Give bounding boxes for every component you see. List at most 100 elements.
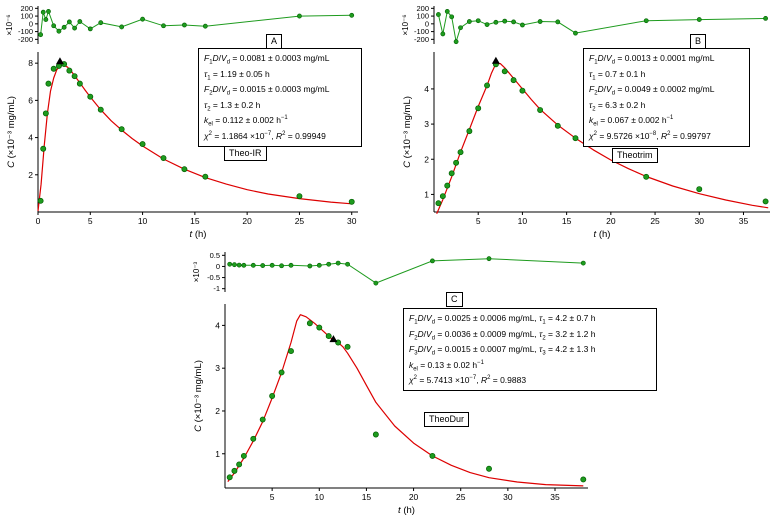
panel-tag-B: B (690, 34, 707, 49)
fit-param-line: F3D/Vd = 0.0015 ± 0.0007 mg/mL, τ3 = 4.2… (409, 344, 596, 357)
svg-text:35: 35 (550, 492, 560, 502)
peak-marker-triangle (55, 57, 64, 65)
data-point (118, 126, 125, 133)
data-point (250, 435, 257, 442)
data-point (510, 77, 517, 84)
fit-results-box-C: F1D/Vd = 0.0025 ± 0.0006 mg/mL, τ1 = 4.2… (403, 308, 657, 392)
svg-text:30: 30 (695, 216, 705, 226)
y-axis-label: C (×10⁻³ mg/mL) (6, 96, 17, 168)
fit-param-line: F2D/Vd = 0.0049 ± 0.0002 mg/mL (589, 84, 715, 97)
data-point (40, 145, 47, 152)
data-point (71, 73, 78, 80)
fit-param-line: χ2 = 5.7413 ×10−7, R2 = 0.9883 (409, 375, 527, 386)
data-point (537, 107, 544, 113)
svg-text:2: 2 (215, 406, 220, 416)
data-point (696, 186, 703, 193)
fit-results-box-A: F1D/Vd = 0.0081 ± 0.0003 mg/mL τ1 = 1.19 … (198, 48, 362, 147)
data-point (325, 333, 332, 340)
svg-text:-1: -1 (213, 284, 220, 293)
data-point (572, 135, 579, 142)
svg-text:200: 200 (416, 4, 429, 13)
svg-text:5: 5 (270, 492, 275, 502)
data-point (448, 170, 455, 177)
svg-text:0: 0 (36, 216, 41, 226)
data-point (457, 149, 464, 156)
fit-param-line: τ2 = 6.3 ± 0.2 h (589, 99, 646, 113)
svg-text:100: 100 (20, 12, 33, 21)
data-point (231, 467, 238, 474)
data-point (580, 476, 587, 483)
data-point (429, 452, 436, 459)
svg-text:0: 0 (29, 19, 33, 28)
data-point (501, 68, 508, 75)
data-point (202, 173, 209, 180)
peak-marker-triangle (329, 335, 338, 343)
svg-text:1: 1 (424, 189, 429, 199)
data-point (45, 80, 52, 87)
data-point (316, 324, 323, 331)
data-point (484, 82, 491, 89)
svg-text:4: 4 (424, 84, 429, 94)
svg-text:8: 8 (28, 58, 33, 68)
data-point (475, 105, 482, 112)
data-point (439, 193, 446, 200)
svg-text:4: 4 (215, 320, 220, 330)
svg-text:-0.5: -0.5 (207, 273, 220, 282)
drug-tag-theodur: TheoDur (424, 412, 470, 427)
data-point (344, 343, 351, 350)
svg-text:2: 2 (424, 154, 429, 164)
data-point (50, 65, 57, 72)
data-point (554, 122, 561, 129)
fit-param-line: F1D/Vd = 0.0081 ± 0.0003 mg/mL (204, 53, 330, 66)
svg-text:-100: -100 (414, 27, 429, 36)
drug-tag-theo-ir: Theo-IR (224, 146, 267, 161)
data-point (306, 320, 313, 327)
data-point (66, 67, 73, 74)
data-point (643, 173, 650, 180)
fit-param-line: χ2 = 9.5726 ×10−8, R2 = 0.99797 (589, 131, 711, 142)
svg-text:10: 10 (315, 492, 325, 502)
svg-text:3: 3 (215, 363, 220, 373)
y-axis-label: C (×10⁻³ mg/mL) (402, 96, 413, 168)
svg-text:15: 15 (190, 216, 200, 226)
fit-param-line: kel = 0.112 ± 0.002 h−1 (204, 115, 288, 129)
svg-text:1: 1 (215, 449, 220, 459)
svg-text:20: 20 (606, 216, 616, 226)
data-point (181, 166, 188, 173)
data-point (372, 431, 379, 438)
fit-param-line: F2D/Vd = 0.0036 ± 0.0009 mg/mL, τ2 = 3.2… (409, 328, 596, 342)
svg-text:-100: -100 (18, 27, 33, 36)
data-point (37, 197, 44, 204)
data-point (240, 452, 247, 459)
data-point (269, 393, 276, 399)
data-point (97, 106, 104, 113)
fit-param-line: F1D/Vd = 0.0025 ± 0.0006 mg/mL, τ1 = 4.2… (409, 313, 596, 326)
fit-param-line: F2D/Vd = 0.0015 ± 0.0003 mg/mL (204, 84, 330, 97)
panel-tag-A: A (266, 34, 283, 49)
data-point (435, 200, 442, 207)
data-point (236, 461, 243, 468)
residual-axis-label: ×10⁻⁶ (5, 14, 14, 35)
svg-text:4: 4 (28, 133, 33, 143)
svg-text:5: 5 (88, 216, 93, 226)
fit-param-line: kel = 0.067 ± 0.002 h−1 (589, 115, 674, 129)
fit-param-line: F1D/Vd = 0.0013 ± 0.0001 mg/mL (589, 53, 715, 66)
x-axis-label: t (h) (190, 229, 207, 240)
panel-tag-C: C (446, 292, 463, 307)
data-point (76, 80, 83, 87)
data-point (42, 110, 49, 117)
data-point (288, 348, 294, 355)
data-point (762, 198, 769, 205)
data-point (348, 198, 355, 205)
x-axis-label: t (h) (398, 505, 415, 516)
fit-param-line: τ1 = 0.7 ± 0.1 h (589, 68, 646, 82)
x-axis-label: t (h) (594, 229, 611, 240)
data-point (444, 182, 451, 189)
residual-axis-label: ×10⁻³ (192, 261, 201, 282)
svg-text:6: 6 (28, 95, 33, 105)
data-point (453, 159, 460, 166)
data-point (278, 369, 285, 376)
chart-C: 0.5 0 -0.5 -1 ×10⁻³ 5 10 15 20 25 30 35 1 2 3 4 t (h) C (… (192, 251, 588, 516)
